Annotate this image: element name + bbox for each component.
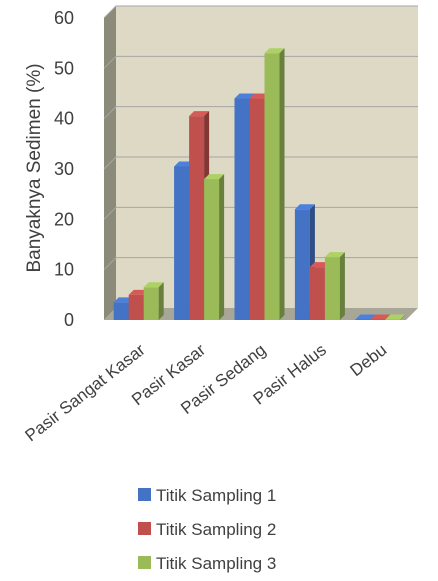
- bar-side: [279, 48, 285, 320]
- x-category-label: Debu: [347, 340, 391, 380]
- gridline: [103, 106, 418, 120]
- bar-front: [324, 257, 340, 320]
- legend-item: Titik Sampling 2: [138, 520, 276, 539]
- bar-top: [143, 282, 164, 288]
- bar-top: [324, 252, 345, 258]
- y-tick-label: 10: [54, 260, 74, 280]
- bar-side: [400, 314, 406, 320]
- legend-label: Titik Sampling 1: [156, 486, 276, 505]
- gridline: [103, 5, 418, 19]
- y-axis-label: Banyaknya Sedimen (%): [24, 63, 45, 272]
- gridline: [103, 55, 418, 69]
- bar-top: [264, 48, 285, 54]
- bar-front: [249, 98, 265, 321]
- y-tick-label: 40: [54, 109, 74, 129]
- bar-front: [370, 319, 386, 320]
- legend-swatch: [138, 522, 151, 535]
- bar-front: [234, 98, 250, 321]
- bar-top: [234, 93, 255, 99]
- bar: [143, 282, 164, 320]
- legend-label: Titik Sampling 3: [156, 554, 276, 573]
- gridline: [103, 257, 418, 271]
- bar-top: [189, 111, 210, 117]
- legend-swatch: [138, 488, 151, 501]
- bar-top: [355, 314, 376, 320]
- bar-top: [385, 314, 406, 320]
- bar-front: [309, 267, 325, 320]
- bar: [385, 314, 406, 320]
- y-tick-label: 0: [64, 310, 74, 330]
- gridline: [103, 206, 418, 220]
- legend-swatch: [138, 556, 151, 569]
- bar-side: [158, 282, 164, 320]
- bar-front: [294, 209, 310, 320]
- y-tick-label: 50: [54, 58, 74, 78]
- legend: Titik Sampling 1 Titik Sampling 2 Titik Sa…: [138, 486, 276, 573]
- bar-front: [174, 166, 190, 320]
- bar-front: [385, 319, 401, 320]
- bar: [324, 252, 345, 320]
- bar-front: [204, 179, 220, 320]
- bar-series-group: [113, 48, 406, 321]
- bar-top: [294, 204, 315, 210]
- bar: [204, 174, 225, 320]
- bar-front: [264, 53, 280, 320]
- bar: [264, 48, 285, 320]
- y-tick-label: 30: [54, 159, 74, 179]
- gridline: [103, 156, 418, 170]
- legend-item: Titik Sampling 1: [138, 486, 276, 505]
- y-tick-label: 20: [54, 209, 74, 229]
- bar-front: [189, 116, 205, 321]
- bar-front: [128, 294, 144, 320]
- bar-front: [113, 302, 129, 320]
- bar-top: [204, 174, 225, 180]
- bar-top: [370, 314, 391, 320]
- y-tick-label: 60: [54, 8, 74, 28]
- legend-label: Titik Sampling 2: [156, 520, 276, 539]
- y-axis-ticks: 0 10 20 30 40 50 60: [54, 8, 74, 330]
- gridlines: [103, 5, 418, 271]
- bar-front: [355, 319, 371, 320]
- bar-front: [143, 287, 159, 320]
- bar-side: [219, 174, 225, 320]
- legend-item: Titik Sampling 3: [138, 554, 276, 573]
- bar-side: [339, 252, 345, 320]
